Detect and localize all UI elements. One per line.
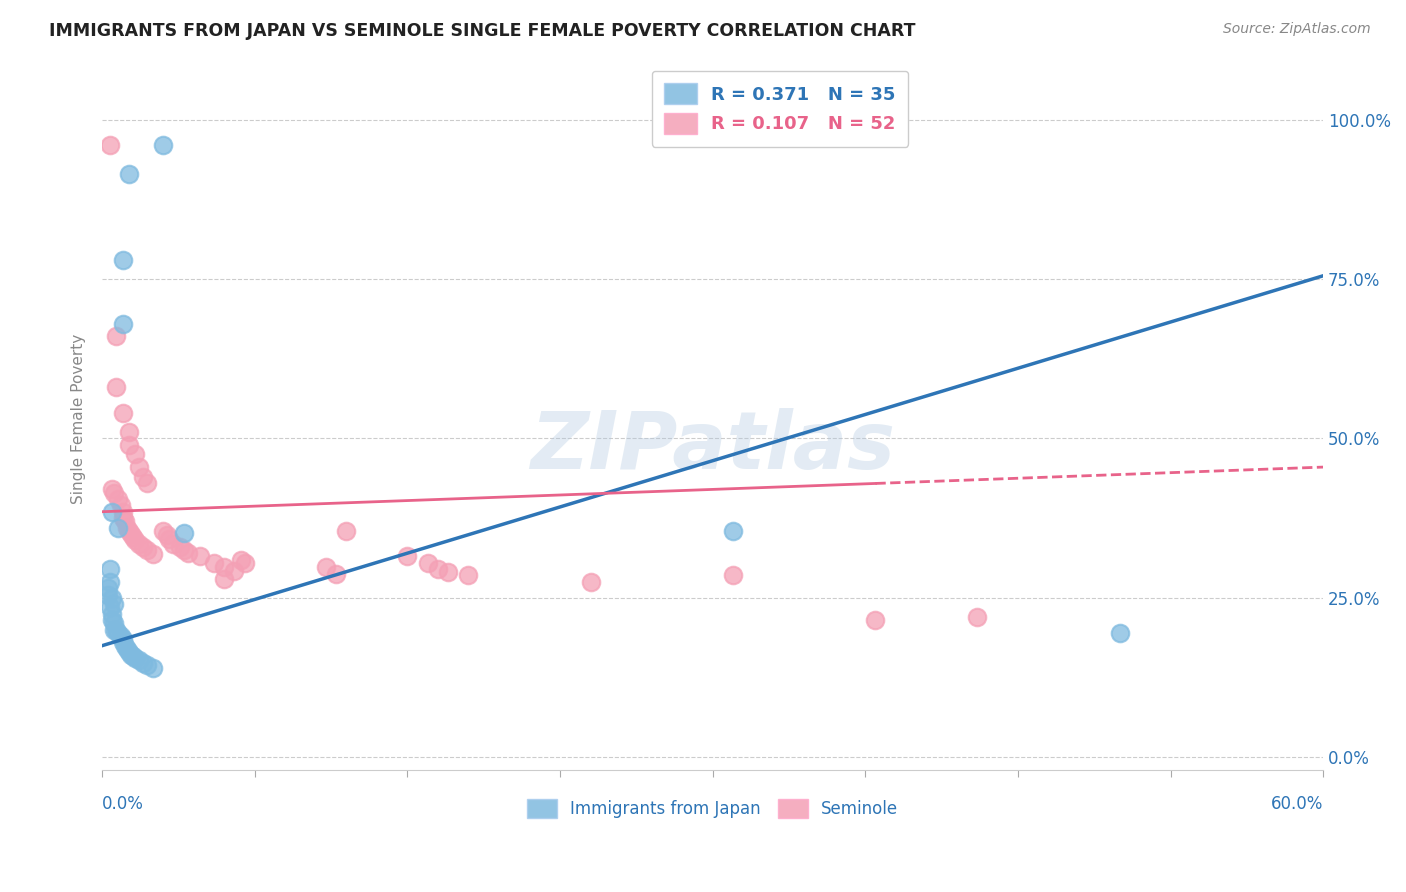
Point (114, 639, 136, 653)
Point (152, 138, 174, 153)
Point (107, 491, 129, 506)
Point (176, 546, 198, 560)
Point (128, 653, 150, 667)
Point (115, 521, 138, 535)
Point (136, 543, 159, 558)
Point (114, 514, 136, 528)
Point (121, 649, 143, 664)
Point (105, 329, 128, 343)
Point (136, 476, 159, 491)
Point (98, 562, 121, 576)
Point (111, 317, 134, 331)
Point (98, 138, 121, 153)
Point (118, 425, 141, 439)
Point (124, 533, 146, 548)
Point (110, 499, 132, 513)
Point (103, 616, 125, 631)
Point (98, 574, 121, 589)
Point (118, 167, 141, 181)
Text: IMMIGRANTS FROM JAPAN VS SEMINOLE SINGLE FEMALE POVERTY CORRELATION CHART: IMMIGRANTS FROM JAPAN VS SEMINOLE SINGLE… (49, 22, 915, 40)
Point (169, 540, 191, 554)
Point (202, 556, 225, 570)
Point (224, 564, 246, 578)
Point (118, 438, 141, 452)
Point (111, 635, 134, 649)
Point (457, 568, 479, 582)
Point (437, 566, 460, 580)
Text: 0.0%: 0.0% (103, 795, 143, 813)
Point (162, 536, 184, 550)
Point (229, 552, 252, 566)
Point (111, 406, 134, 420)
Point (103, 623, 125, 637)
Point (132, 469, 155, 483)
Point (865, 613, 887, 627)
Point (105, 380, 128, 394)
Text: Source: ZipAtlas.com: Source: ZipAtlas.com (1223, 22, 1371, 37)
Point (101, 607, 124, 621)
Point (121, 530, 143, 544)
Point (136, 657, 159, 672)
Point (118, 645, 141, 659)
Text: ZIPatlas: ZIPatlas (530, 409, 896, 486)
Point (156, 528, 179, 542)
Point (118, 524, 141, 538)
Point (111, 505, 134, 519)
Point (416, 556, 439, 570)
Point (103, 597, 125, 611)
Point (124, 651, 146, 665)
Text: 60.0%: 60.0% (1271, 795, 1323, 813)
Point (107, 521, 129, 535)
Point (579, 574, 602, 589)
Point (101, 613, 124, 627)
Point (110, 629, 132, 643)
Point (97, 581, 120, 595)
Point (142, 548, 165, 562)
Point (426, 562, 449, 576)
Point (101, 483, 124, 497)
Point (1108, 626, 1130, 640)
Point (120, 527, 142, 541)
Point (132, 540, 155, 554)
Point (335, 524, 357, 538)
Point (315, 560, 337, 574)
Y-axis label: Single Female Poverty: Single Female Poverty (72, 334, 86, 504)
Point (124, 447, 146, 461)
Point (152, 524, 174, 538)
Point (132, 656, 155, 670)
Point (173, 525, 195, 540)
Point (396, 549, 419, 564)
Point (111, 632, 134, 647)
Point (111, 511, 134, 525)
Point (105, 623, 128, 637)
Point (233, 556, 256, 570)
Point (101, 505, 124, 519)
Point (97, 588, 120, 602)
Point (173, 543, 195, 558)
Point (721, 524, 744, 538)
Point (325, 566, 347, 581)
Point (98, 600, 121, 615)
Point (115, 641, 138, 656)
Point (128, 460, 150, 475)
Point (103, 485, 125, 500)
Point (721, 568, 744, 582)
Legend: Immigrants from Japan, Seminole: Immigrants from Japan, Seminole (520, 792, 905, 825)
Point (214, 572, 236, 586)
Point (966, 610, 988, 624)
Point (157, 532, 180, 546)
Point (188, 549, 211, 564)
Point (214, 560, 236, 574)
Point (120, 648, 142, 663)
Point (111, 252, 134, 267)
Point (128, 536, 150, 550)
Point (142, 661, 165, 675)
Point (107, 626, 129, 640)
Point (101, 591, 124, 605)
